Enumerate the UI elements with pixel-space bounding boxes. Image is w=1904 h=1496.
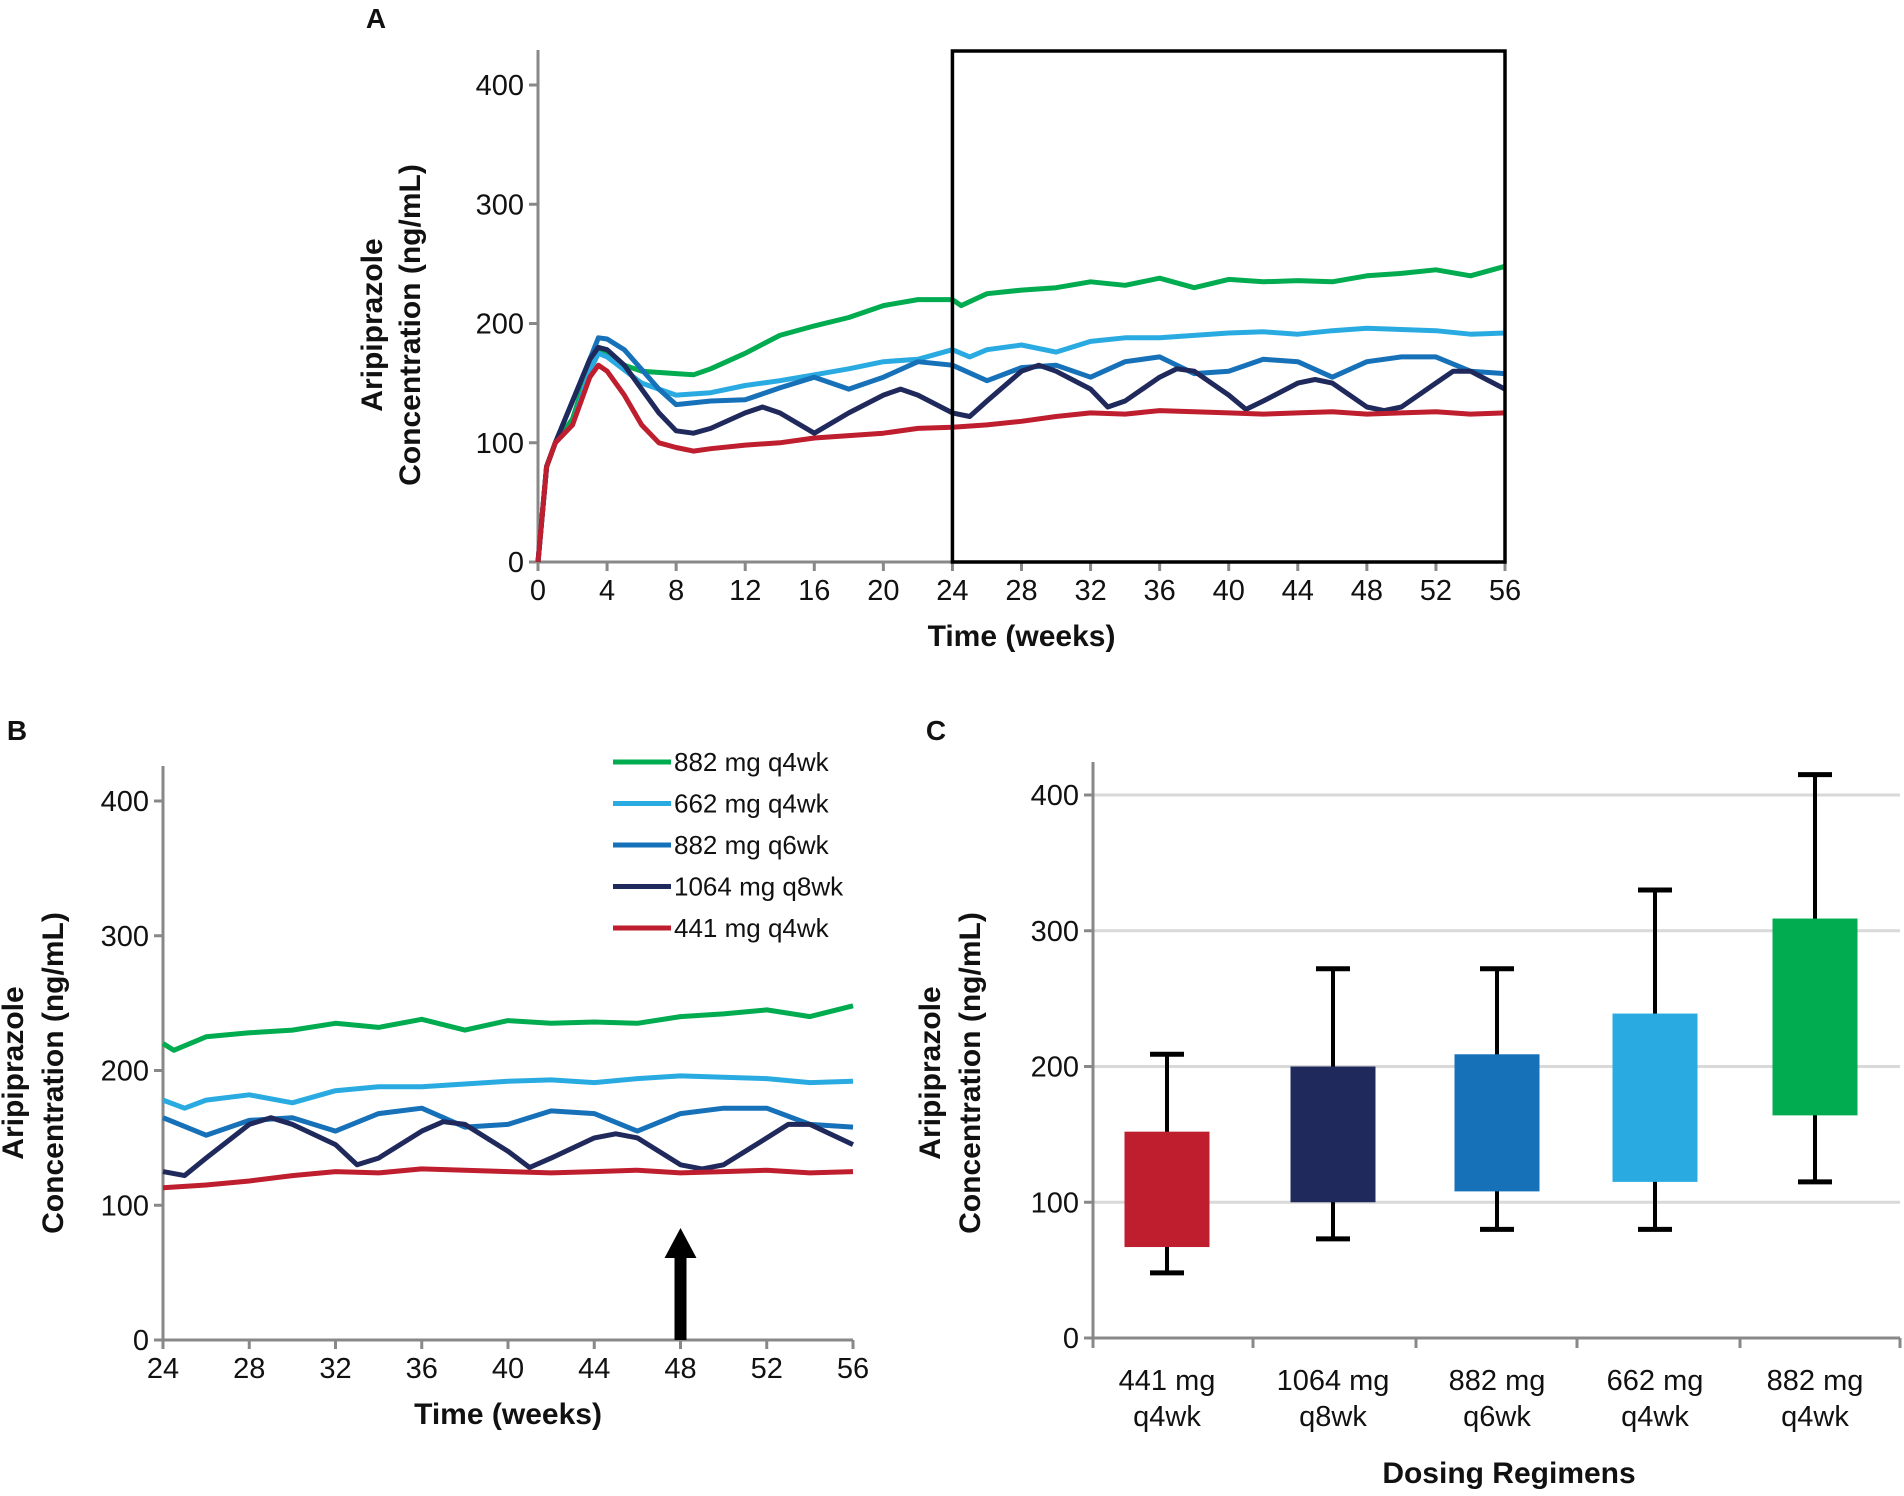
series-line-882-mg-q6wk [162, 1105, 854, 1138]
x-axis-title: Time (weeks) [414, 1398, 602, 1431]
y-tick-label: 0 [1063, 1323, 1079, 1355]
legend-label: 882 mg q6wk [674, 830, 830, 860]
y-tick-label: 100 [476, 428, 524, 460]
x-tick-label: 56 [1489, 575, 1521, 607]
series-line-1064-mg-q8wk [162, 1115, 855, 1179]
panel-label-a: A [366, 3, 386, 34]
y-tick-label: 300 [101, 921, 149, 953]
series-line-662-mg-q4wk [535, 325, 1506, 563]
x-tick-label: 44 [578, 1353, 610, 1385]
x-tick-label: 32 [319, 1353, 351, 1385]
x-tick-label: 40 [492, 1353, 524, 1385]
series-line-1064-mg-q8wk [535, 344, 1507, 563]
x-tick-label: 32 [1074, 575, 1106, 607]
x-tick-label: 52 [751, 1353, 783, 1385]
x-tick-label: q4wk [1781, 1401, 1849, 1433]
legend-label: 441 mg q4wk [674, 913, 830, 943]
x-tick-label: 56 [837, 1353, 869, 1385]
x-tick-label: 4 [599, 575, 615, 607]
x-tick-label: q4wk [1621, 1401, 1689, 1433]
x-tick-label: q8wk [1299, 1401, 1367, 1433]
x-tick-label: 662 mg [1607, 1365, 1704, 1397]
x-tick-label: 24 [936, 575, 968, 607]
box-882-mg-q4wk [1772, 918, 1858, 1116]
y-tick-label: 100 [1031, 1187, 1079, 1219]
x-tick-label: 28 [233, 1353, 265, 1385]
box-441-mg-q4wk [1124, 1131, 1210, 1248]
box-1064-mg-q8wk [1290, 1066, 1376, 1203]
x-tick-label: 52 [1420, 575, 1452, 607]
x-tick-label: 8 [668, 575, 684, 607]
y-tick-label: 400 [476, 70, 524, 102]
x-tick-label: 44 [1282, 575, 1314, 607]
x-tick-label: 28 [1005, 575, 1037, 607]
y-axis-title: Concentration (ng/mL) [394, 164, 427, 486]
y-axis-title: Concentration (ng/mL) [954, 912, 987, 1234]
x-tick-label: 36 [1144, 575, 1176, 607]
panel-label-c: C [926, 715, 946, 746]
panel-label-b: B [7, 715, 27, 746]
x-axis-title: Dosing Regimens [1382, 1457, 1635, 1490]
series-line-441-mg-q4wk [162, 1166, 854, 1191]
y-tick-label: 400 [101, 786, 149, 818]
x-tick-label: 16 [798, 575, 830, 607]
arrow-up-icon [664, 1228, 697, 1340]
legend-label: 1064 mg q8wk [674, 872, 844, 902]
box-882-mg-q6wk [1454, 1054, 1540, 1192]
y-axis-title: Aripiprazole [356, 238, 389, 411]
x-tick-label: q4wk [1133, 1401, 1201, 1433]
x-tick-label: 24 [147, 1353, 179, 1385]
y-tick-label: 0 [133, 1325, 149, 1357]
x-tick-label: 40 [1213, 575, 1245, 607]
x-tick-label: 36 [406, 1353, 438, 1385]
y-axis-title: Concentration (ng/mL) [37, 912, 70, 1234]
series-line-882-mg-q4wk [161, 1003, 854, 1053]
x-tick-label: 882 mg [1767, 1365, 1864, 1397]
x-axis-title: Time (weeks) [928, 620, 1116, 653]
y-tick-label: 400 [1031, 780, 1079, 812]
legend-label: 662 mg q4wk [674, 789, 830, 819]
x-tick-label: 882 mg [1449, 1365, 1546, 1397]
y-tick-label: 200 [1031, 1052, 1079, 1084]
x-tick-label: 0 [530, 575, 546, 607]
y-axis-title: Aripiprazole [914, 986, 947, 1159]
x-tick-label: 48 [664, 1353, 696, 1385]
series-line-662-mg-q4wk [162, 1073, 854, 1111]
legend-label: 882 mg q4wk [674, 747, 830, 777]
y-tick-label: 300 [1031, 916, 1079, 948]
series-line-882-mg-q4wk [535, 263, 1506, 563]
x-tick-label: 20 [867, 575, 899, 607]
y-tick-label: 200 [476, 309, 524, 341]
y-tick-label: 200 [101, 1056, 149, 1088]
y-axis-title: Aripiprazole [0, 986, 30, 1159]
y-tick-label: 100 [101, 1190, 149, 1222]
x-tick-label: q6wk [1463, 1401, 1531, 1433]
y-tick-label: 0 [508, 547, 524, 579]
x-tick-label: 1064 mg [1277, 1365, 1390, 1397]
x-tick-label: 441 mg [1119, 1365, 1216, 1397]
series-line-441-mg-q4wk [535, 362, 1506, 563]
highlight-box [950, 49, 1507, 564]
y-tick-label: 300 [476, 189, 524, 221]
x-tick-label: 48 [1351, 575, 1383, 607]
x-tick-label: 12 [729, 575, 761, 607]
box-662-mg-q4wk [1612, 1013, 1698, 1182]
